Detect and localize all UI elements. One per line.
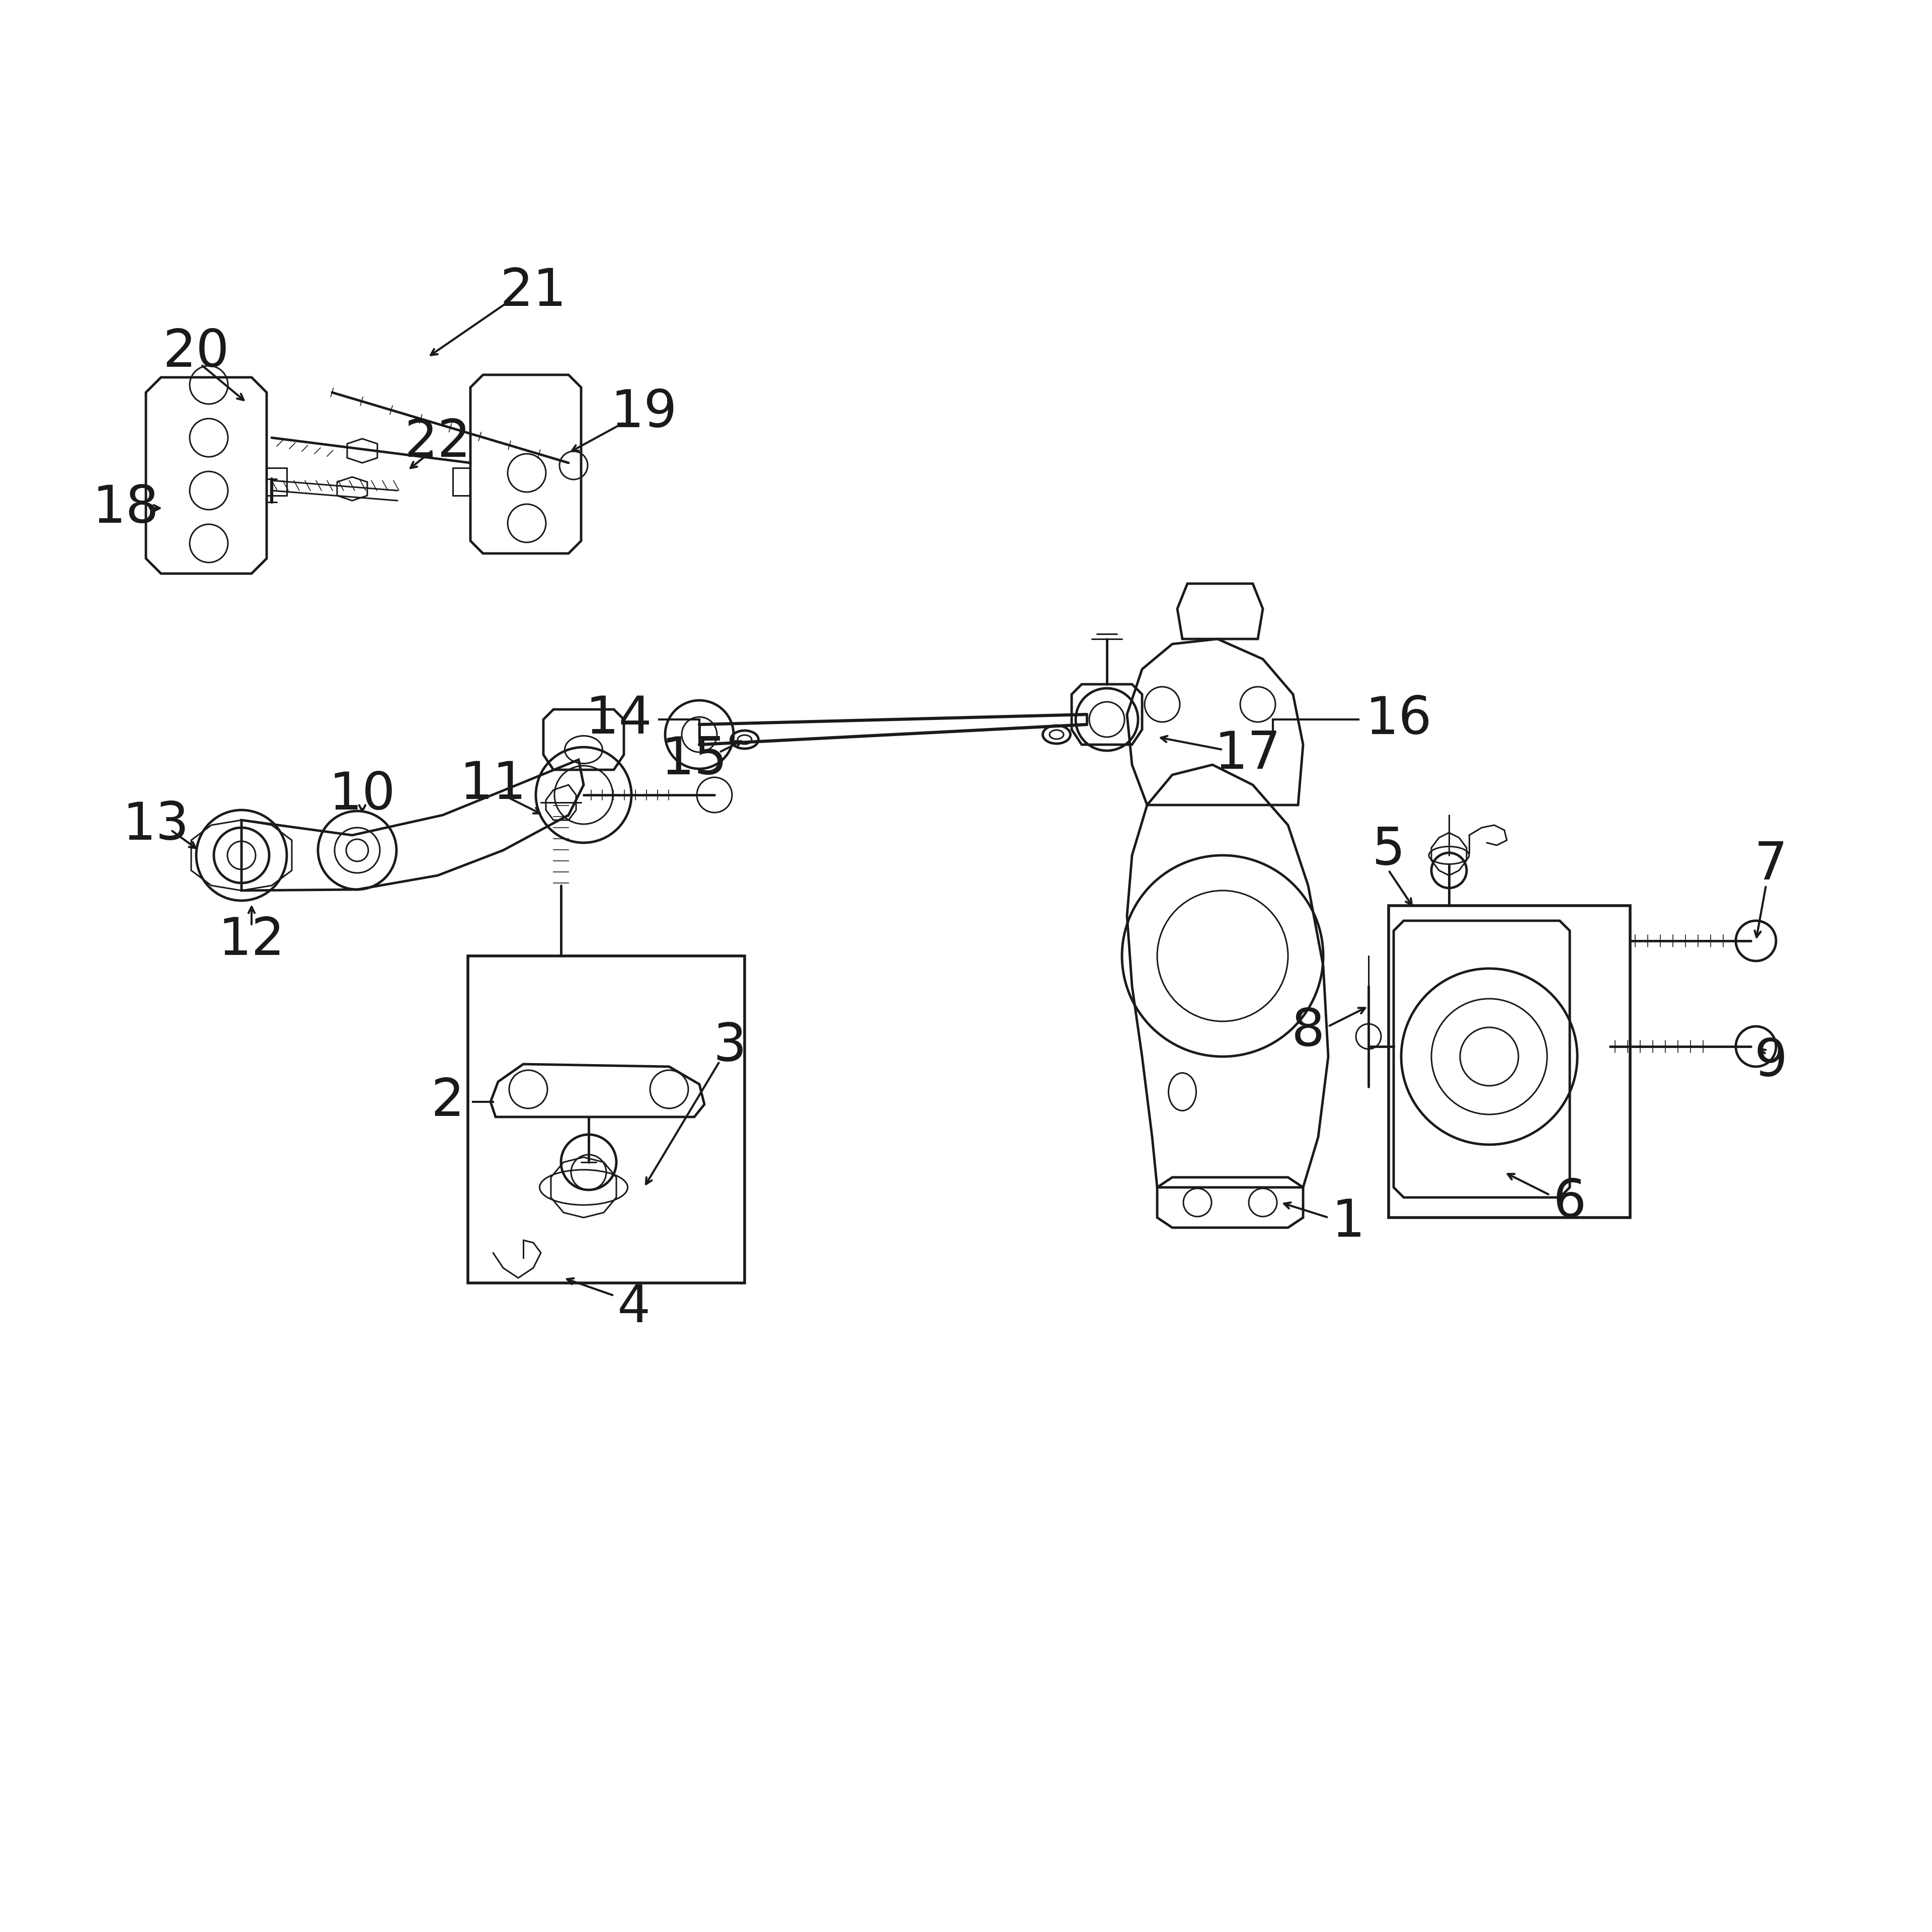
Text: 5: 5 — [1372, 825, 1405, 875]
Text: 19: 19 — [611, 386, 678, 439]
Text: 9: 9 — [1754, 1036, 1787, 1088]
Text: 12: 12 — [218, 916, 284, 966]
Text: 14: 14 — [585, 694, 653, 746]
Text: 18: 18 — [93, 483, 158, 533]
Text: 15: 15 — [661, 734, 728, 784]
Text: 21: 21 — [500, 267, 566, 317]
Text: 3: 3 — [713, 1022, 746, 1072]
Text: 8: 8 — [1291, 1007, 1325, 1057]
Bar — [1389, 906, 1631, 1217]
Text: 20: 20 — [162, 327, 230, 377]
Text: 22: 22 — [404, 417, 471, 468]
Text: 13: 13 — [122, 800, 189, 850]
Text: 16: 16 — [1366, 694, 1432, 746]
Text: 4: 4 — [616, 1283, 651, 1333]
Text: 11: 11 — [460, 759, 526, 810]
Text: 1: 1 — [1331, 1198, 1366, 1248]
Text: 2: 2 — [431, 1076, 464, 1126]
Text: 17: 17 — [1215, 728, 1281, 781]
Text: 10: 10 — [328, 769, 396, 821]
Text: 6: 6 — [1553, 1177, 1586, 1229]
Text: 7: 7 — [1754, 840, 1787, 891]
Bar — [468, 956, 744, 1283]
